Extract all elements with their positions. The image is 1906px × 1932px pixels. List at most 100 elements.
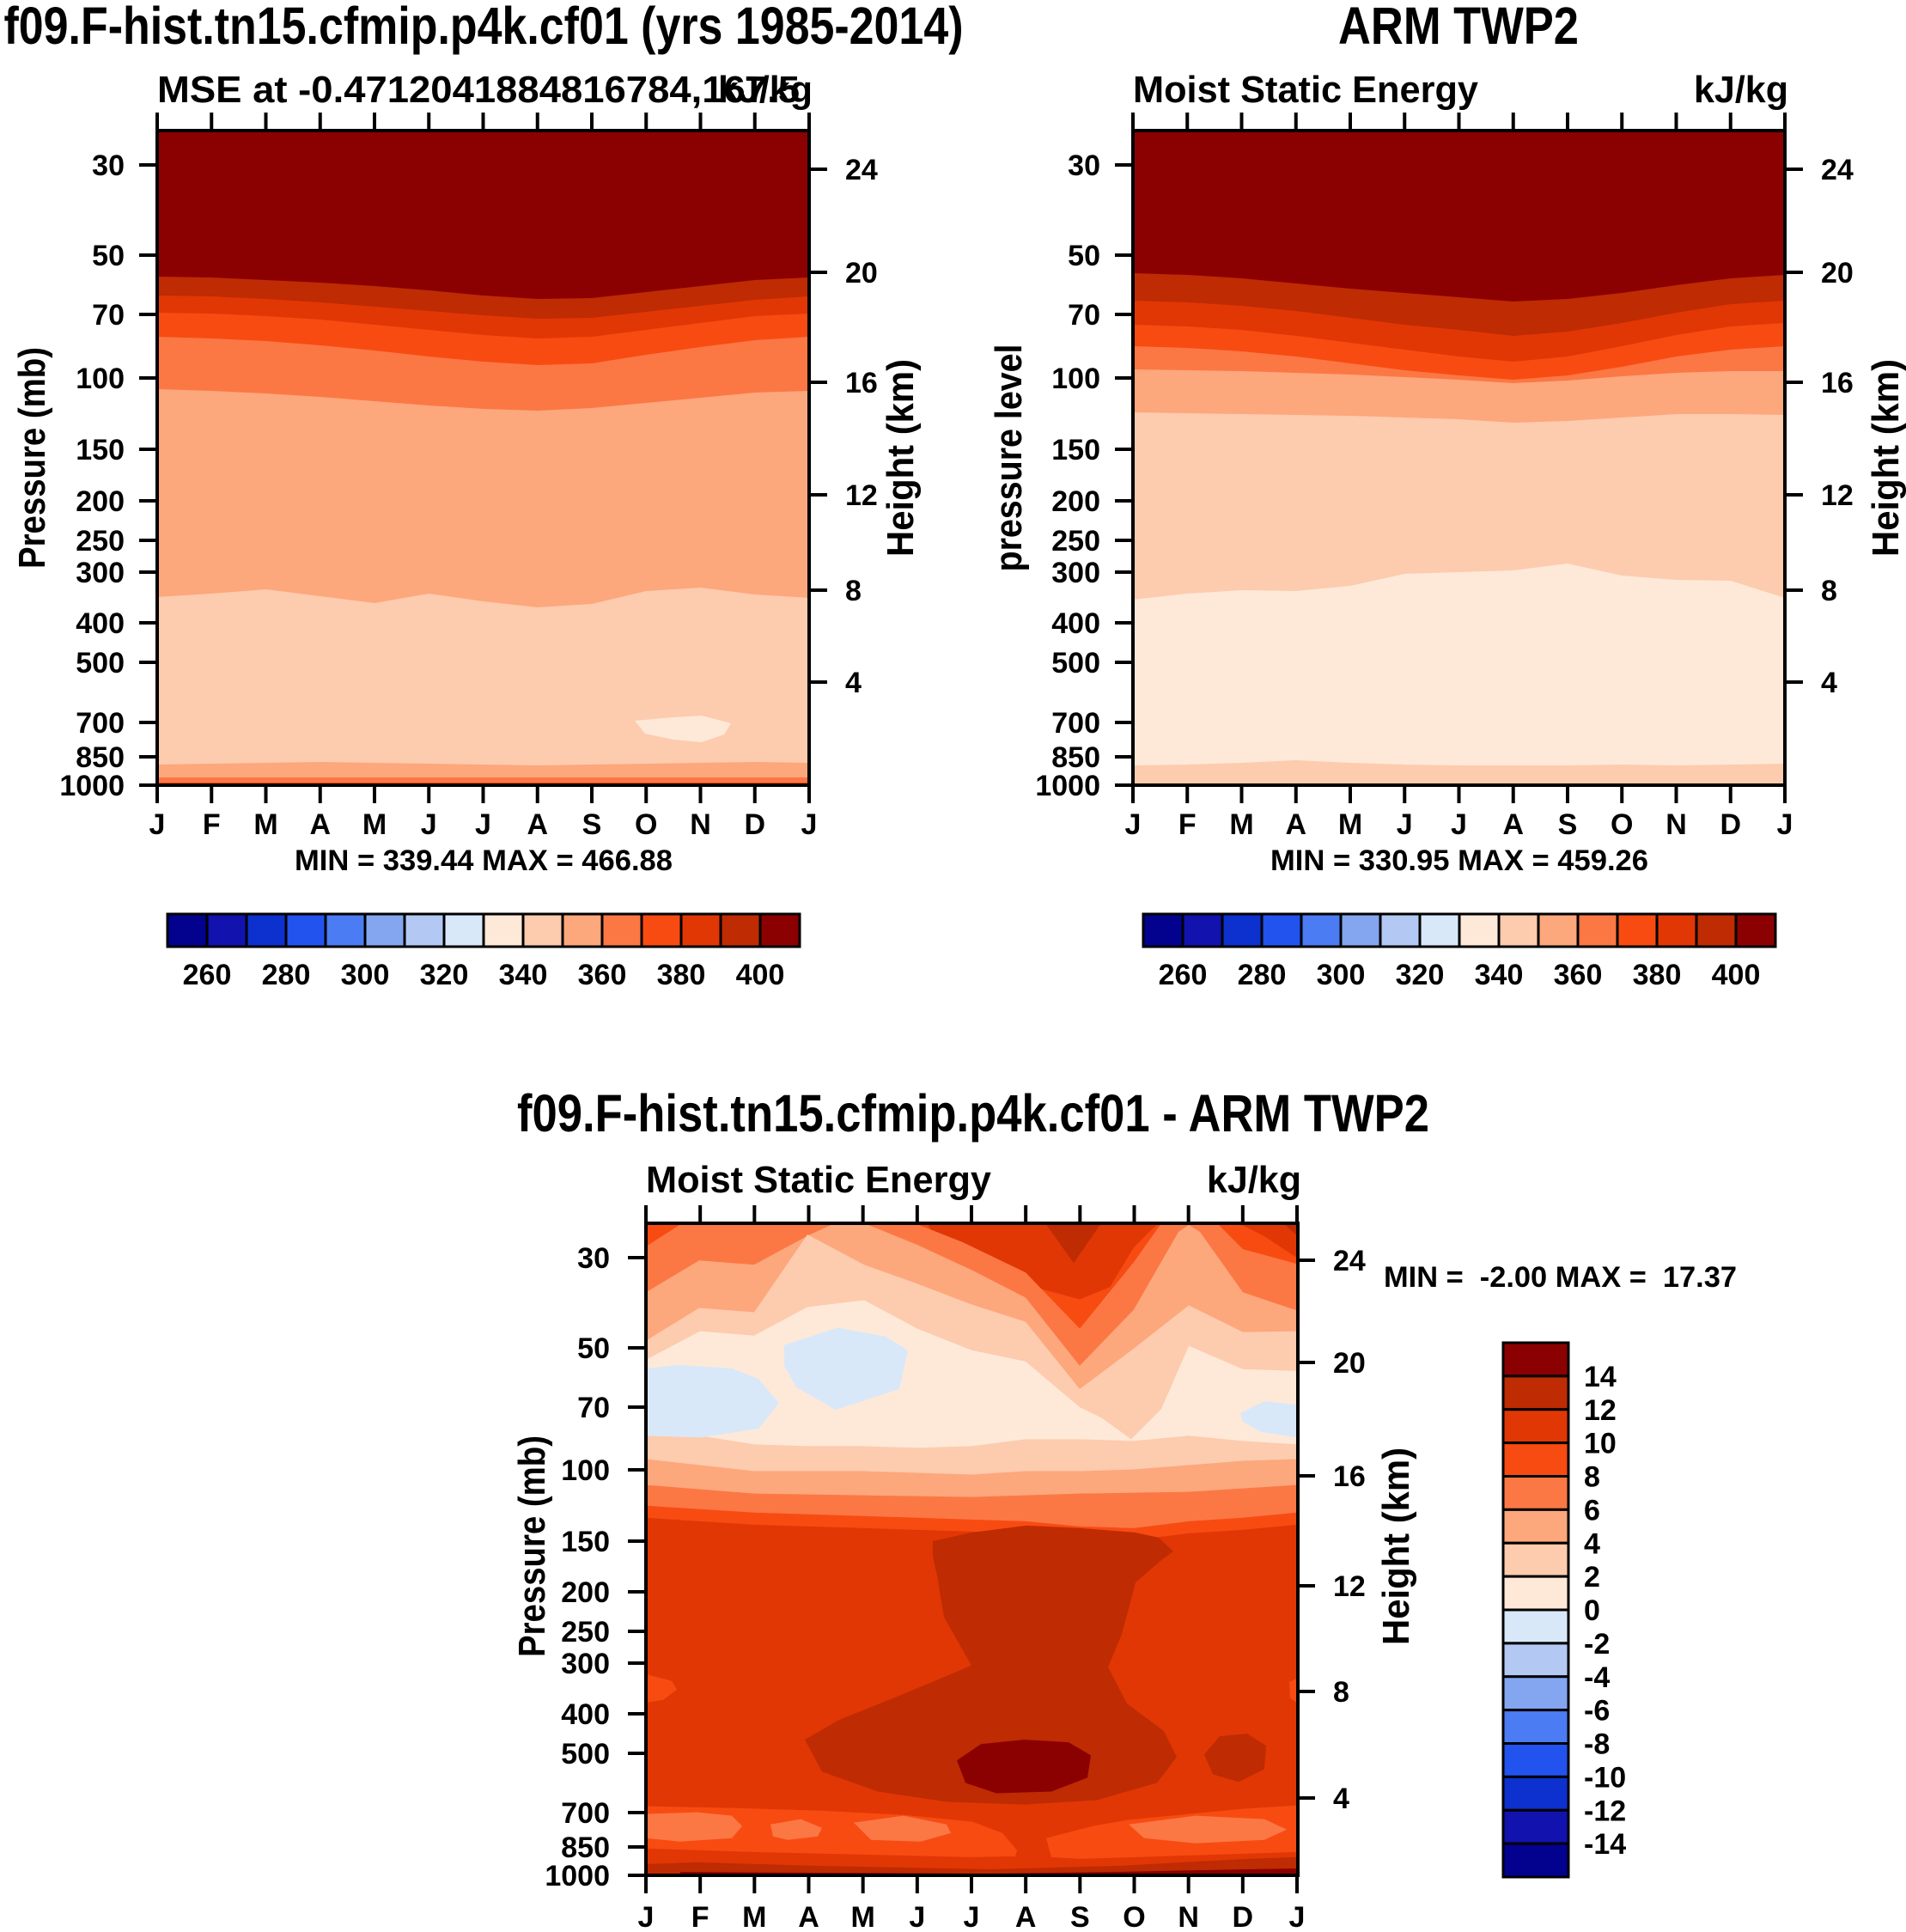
svg-text:380: 380 — [657, 959, 706, 991]
svg-text:8: 8 — [1333, 1676, 1349, 1709]
svg-text:340: 340 — [1475, 959, 1524, 991]
svg-text:M: M — [1229, 808, 1253, 841]
svg-text:400: 400 — [561, 1698, 610, 1731]
svg-text:-10: -10 — [1584, 1761, 1626, 1794]
svg-text:J: J — [1397, 808, 1413, 841]
svg-text:A: A — [798, 1901, 819, 1932]
svg-text:J: J — [475, 808, 491, 841]
svg-text:O: O — [1611, 808, 1633, 841]
svg-text:150: 150 — [1051, 434, 1100, 466]
svg-text:280: 280 — [262, 959, 311, 991]
svg-text:16: 16 — [845, 367, 878, 399]
svg-text:f09.F-hist.tn15.cfmip.p4k.cf01: f09.F-hist.tn15.cfmip.p4k.cf01 (yrs 1985… — [4, 0, 964, 55]
svg-text:340: 340 — [499, 959, 548, 991]
svg-text:D: D — [1720, 808, 1741, 841]
svg-text:J: J — [964, 1901, 980, 1932]
svg-text:380: 380 — [1633, 959, 1682, 991]
svg-text:16: 16 — [1821, 367, 1854, 399]
svg-text:12: 12 — [1584, 1394, 1617, 1427]
svg-text:500: 500 — [76, 647, 125, 680]
svg-text:4: 4 — [1584, 1527, 1600, 1560]
svg-text:D: D — [744, 808, 765, 841]
svg-text:250: 250 — [561, 1616, 610, 1649]
svg-text:F: F — [691, 1901, 709, 1932]
svg-text:700: 700 — [1051, 707, 1100, 740]
svg-text:Moist Static Energy: Moist Static Energy — [646, 1159, 992, 1201]
svg-text:N: N — [1178, 1901, 1199, 1932]
svg-text:pressure level: pressure level — [988, 344, 1030, 572]
svg-text:-8: -8 — [1584, 1728, 1610, 1761]
svg-text:kJ/kg: kJ/kg — [1207, 1159, 1301, 1201]
svg-text:500: 500 — [1051, 647, 1100, 680]
svg-text:J: J — [909, 1901, 925, 1932]
svg-text:kJ/kg: kJ/kg — [1694, 69, 1788, 111]
svg-text:100: 100 — [1051, 363, 1100, 395]
svg-text:MSE at -0.4712041884816784,167: MSE at -0.4712041884816784,167.5 — [157, 69, 800, 111]
svg-text:24: 24 — [845, 154, 878, 186]
svg-text:A: A — [1015, 1901, 1037, 1932]
svg-text:A: A — [527, 808, 548, 841]
svg-text:F: F — [1178, 808, 1197, 841]
svg-text:30: 30 — [92, 149, 125, 182]
svg-text:20: 20 — [1333, 1347, 1366, 1380]
svg-text:850: 850 — [1051, 741, 1100, 774]
svg-text:24: 24 — [1333, 1245, 1366, 1277]
svg-text:300: 300 — [76, 557, 125, 589]
svg-text:20: 20 — [1821, 257, 1854, 289]
svg-text:16: 16 — [1333, 1460, 1366, 1493]
svg-text:A: A — [309, 808, 331, 841]
svg-text:S: S — [1070, 1901, 1090, 1932]
svg-text:250: 250 — [76, 525, 125, 558]
svg-text:J: J — [1289, 1901, 1306, 1932]
svg-text:8: 8 — [1584, 1461, 1600, 1494]
svg-text:700: 700 — [561, 1797, 610, 1830]
svg-text:4: 4 — [1821, 667, 1837, 699]
svg-text:S: S — [1558, 808, 1578, 841]
svg-text:12: 12 — [1821, 479, 1854, 512]
svg-text:400: 400 — [1051, 607, 1100, 640]
svg-text:-4: -4 — [1584, 1661, 1610, 1694]
svg-text:360: 360 — [578, 959, 627, 991]
svg-text:J: J — [1777, 808, 1793, 841]
svg-text:400: 400 — [1712, 959, 1761, 991]
svg-text:200: 200 — [76, 485, 125, 518]
svg-text:MIN = 339.44 MAX = 466.88: MIN = 339.44 MAX = 466.88 — [295, 844, 673, 877]
svg-text:Moist Static Energy: Moist Static Energy — [1133, 69, 1479, 111]
svg-text:1000: 1000 — [545, 1860, 610, 1892]
svg-text:MIN = -2.00 MAX = 17.37: MIN = -2.00 MAX = 17.37 — [1384, 1261, 1737, 1294]
svg-text:N: N — [1665, 808, 1687, 841]
svg-text:320: 320 — [1396, 959, 1445, 991]
svg-text:ARM TWP2: ARM TWP2 — [1338, 0, 1579, 55]
svg-text:A: A — [1502, 808, 1524, 841]
svg-text:M: M — [742, 1901, 766, 1932]
svg-text:8: 8 — [845, 575, 862, 607]
svg-text:200: 200 — [561, 1576, 610, 1609]
svg-text:M: M — [362, 808, 387, 841]
svg-text:300: 300 — [561, 1648, 610, 1680]
svg-text:kJ/kg: kJ/kg — [718, 69, 813, 111]
svg-text:M: M — [851, 1901, 875, 1932]
svg-text:150: 150 — [76, 434, 125, 466]
svg-text:6: 6 — [1584, 1494, 1600, 1527]
svg-text:Height (km): Height (km) — [1375, 1447, 1417, 1645]
svg-text:850: 850 — [561, 1831, 610, 1864]
svg-text:150: 150 — [561, 1526, 610, 1558]
svg-text:-6: -6 — [1584, 1695, 1610, 1728]
svg-text:14: 14 — [1584, 1361, 1617, 1393]
svg-text:1000: 1000 — [59, 770, 125, 802]
svg-text:f09.F-hist.tn15.cfmip.p4k.cf01: f09.F-hist.tn15.cfmip.p4k.cf01 - ARM TWP… — [517, 1084, 1429, 1143]
svg-text:J: J — [1125, 808, 1142, 841]
svg-text:Height (km): Height (km) — [1865, 359, 1906, 557]
svg-text:N: N — [690, 808, 711, 841]
svg-text:400: 400 — [736, 959, 785, 991]
svg-text:4: 4 — [845, 667, 862, 699]
svg-text:-14: -14 — [1584, 1828, 1626, 1861]
svg-text:280: 280 — [1238, 959, 1287, 991]
svg-text:30: 30 — [1068, 149, 1100, 182]
svg-text:100: 100 — [76, 363, 125, 395]
svg-text:20: 20 — [845, 257, 878, 289]
svg-text:O: O — [1123, 1901, 1145, 1932]
svg-text:0: 0 — [1584, 1594, 1600, 1627]
svg-text:M: M — [1338, 808, 1362, 841]
svg-text:10: 10 — [1584, 1428, 1617, 1460]
